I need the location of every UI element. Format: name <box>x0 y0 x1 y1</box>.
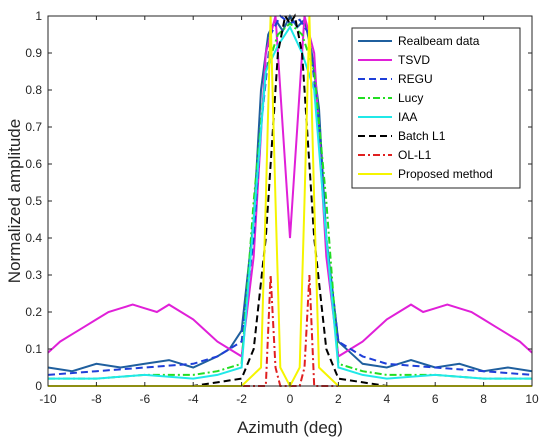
legend-label: Realbeam data <box>398 34 480 48</box>
series-line-3 <box>48 22 532 380</box>
legend-label: REGU <box>398 72 433 86</box>
x-tick-label: 2 <box>335 392 342 406</box>
legend-label: Lucy <box>398 91 423 105</box>
y-tick-label: 0.2 <box>25 305 42 319</box>
series-line-1 <box>47 15 533 359</box>
y-tick-label: 1 <box>35 9 42 23</box>
x-tick-label: -2 <box>236 392 247 406</box>
y-tick-label: 0.8 <box>25 83 42 97</box>
x-tick-label: -8 <box>91 392 102 406</box>
y-tick-label: 0.4 <box>25 231 42 245</box>
y-tick-label: 0 <box>35 379 42 393</box>
legend-label: IAA <box>398 110 417 124</box>
y-tick-label: 0.3 <box>25 268 42 282</box>
x-tick-label: 10 <box>525 392 539 406</box>
x-tick-label: 4 <box>383 392 390 406</box>
legend: Realbeam data TSVD REGU Lucy IAA Batch L1 OL-L… <box>351 27 521 189</box>
y-tick-label: 0.5 <box>25 194 42 208</box>
legend-label: Proposed method <box>398 167 493 181</box>
y-axis-label: Normalized amplitude <box>5 119 24 283</box>
x-tick-label: -4 <box>188 392 199 406</box>
tick-layer: -10 -8 -6 -4 -2 0 2 4 6 8 10 0 0.1 0.2 0.3 0.4 0.5 0.6 0.7… <box>25 9 539 406</box>
y-tick-label: 0.6 <box>25 157 42 171</box>
x-tick-label: -10 <box>39 392 57 406</box>
legend-label: OL-L1 <box>398 148 432 162</box>
x-tick-label: 6 <box>432 392 439 406</box>
x-tick-label: -6 <box>139 392 150 406</box>
x-tick-label: 8 <box>480 392 487 406</box>
legend-label: TSVD <box>398 53 430 67</box>
legend-label: Batch L1 <box>398 129 446 143</box>
y-tick-label: 0.9 <box>25 46 42 60</box>
x-axis-label: Azimuth (deg) <box>237 418 343 437</box>
x-tick-label: 0 <box>287 392 294 406</box>
series-line-5 <box>48 13 532 387</box>
legend-box <box>351 27 521 189</box>
y-tick-label: 0.7 <box>25 120 42 134</box>
series-line-4 <box>48 25 532 380</box>
y-tick-label: 0.1 <box>25 342 42 356</box>
